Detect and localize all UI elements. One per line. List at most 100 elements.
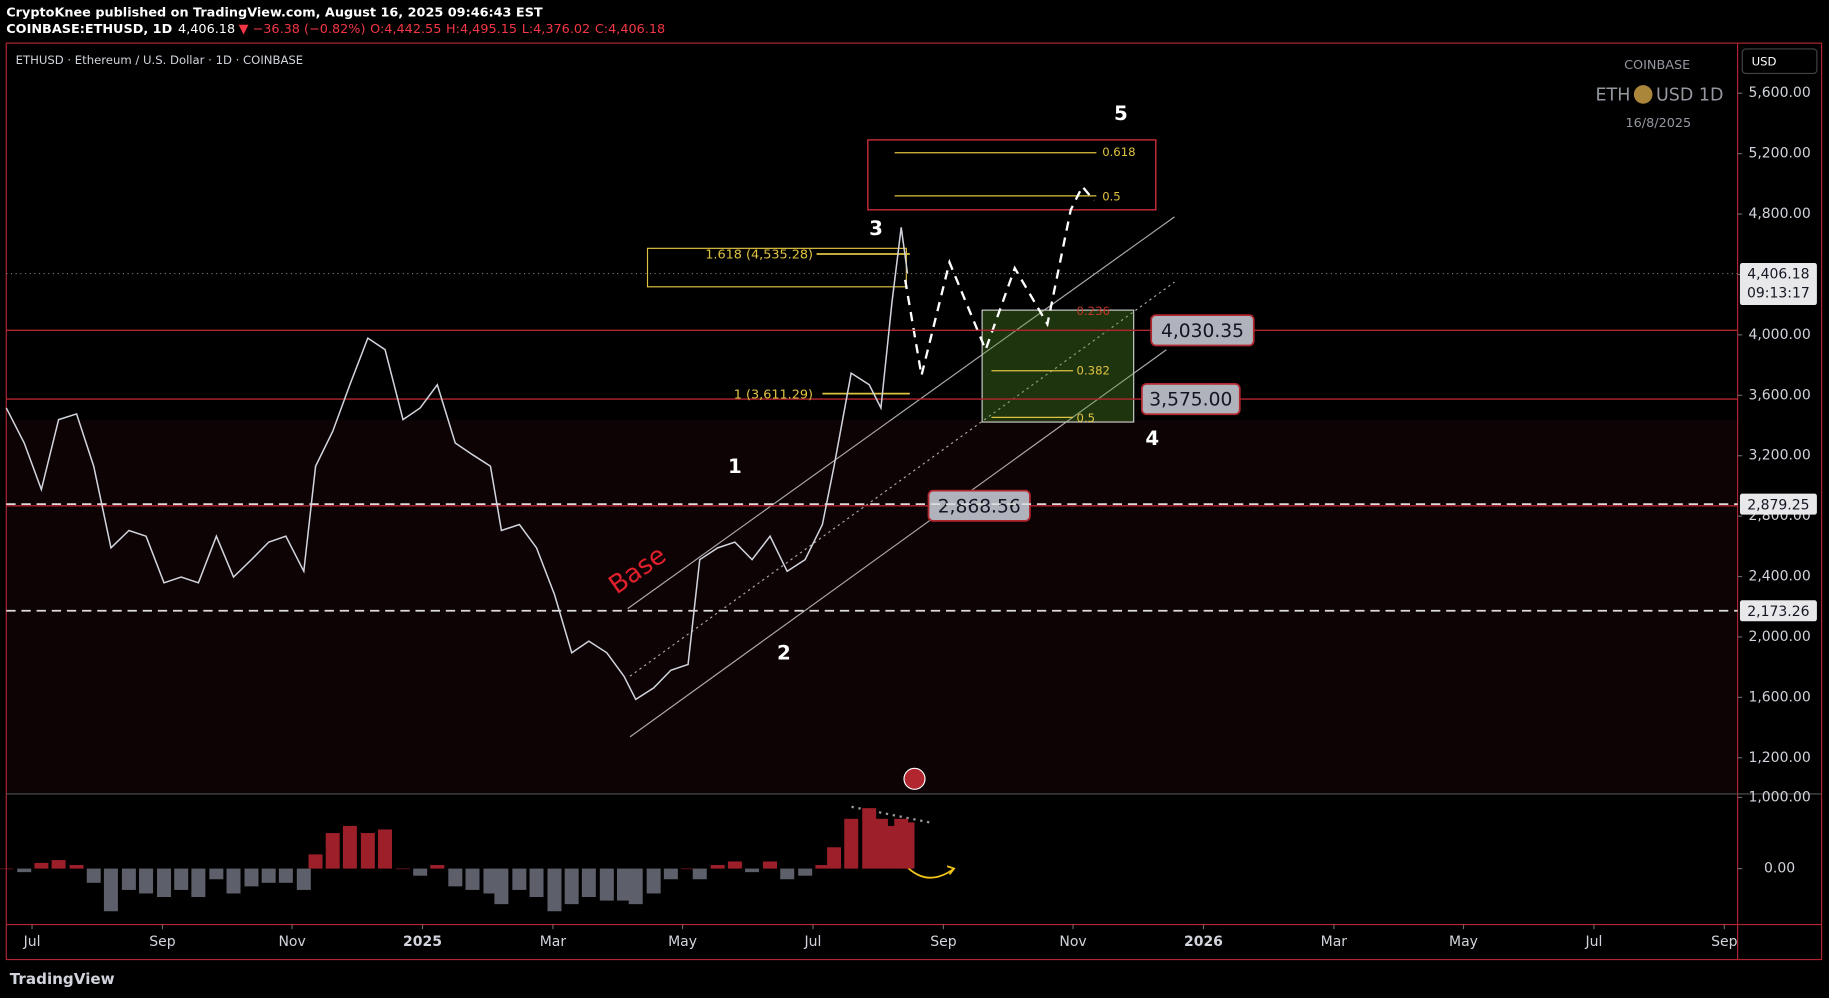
fib-ratio: 0.618 bbox=[1102, 145, 1135, 159]
price-tag-box bbox=[1739, 263, 1817, 306]
wave-label: 1 bbox=[728, 455, 742, 478]
high: H:4,495.15 bbox=[446, 22, 517, 37]
y-tick-label: 5,600.00 bbox=[1748, 85, 1810, 101]
y-tick-label: 2,000.00 bbox=[1748, 629, 1810, 645]
fib-ratio: 0.236 bbox=[1077, 304, 1110, 318]
oscillator-bar bbox=[360, 833, 375, 869]
oscillator-bar bbox=[448, 868, 463, 887]
oscillator-bar bbox=[483, 868, 498, 894]
drawings bbox=[627, 139, 1175, 879]
projection bbox=[904, 184, 1095, 376]
target-zone bbox=[867, 139, 1157, 211]
oscillator-bar bbox=[34, 862, 49, 869]
x-tick-label: Nov bbox=[278, 934, 305, 950]
oscillator-bar bbox=[0, 868, 14, 870]
close: C:4,406.18 bbox=[595, 22, 665, 37]
oscillator-bar bbox=[900, 822, 915, 869]
oscillator-bar bbox=[261, 868, 276, 883]
low: L:4,376.02 bbox=[522, 22, 591, 37]
fib-ratio: 0.5 bbox=[1077, 411, 1096, 425]
wave-label: 2 bbox=[777, 642, 791, 665]
oscillator-bar bbox=[827, 847, 842, 869]
currency-label[interactable]: USD bbox=[1752, 54, 1777, 68]
oscillator-bar bbox=[86, 868, 101, 883]
oscillator-bar bbox=[465, 868, 480, 890]
channel-lower bbox=[629, 349, 1167, 738]
y-tick-label: 1,000.00 bbox=[1748, 789, 1810, 805]
y-tick-label: 0.00 bbox=[1764, 861, 1795, 877]
oscillator-bar bbox=[763, 861, 778, 869]
oscillator-bar bbox=[727, 861, 742, 869]
x-tick-label: Sep bbox=[930, 934, 956, 950]
oscillator-bar bbox=[745, 868, 760, 873]
oscillator-bar bbox=[430, 865, 445, 869]
x-tick-label: 2026 bbox=[1184, 934, 1223, 950]
oscillator-bar bbox=[862, 808, 877, 869]
x-tick-label: Mar bbox=[1321, 934, 1348, 950]
oscillator-bar bbox=[780, 868, 795, 880]
price-tag-box bbox=[1739, 600, 1817, 622]
oscillator-bar bbox=[278, 868, 293, 883]
countdown: 09:13:17 bbox=[1747, 285, 1810, 301]
open: O:4,442.55 bbox=[370, 22, 441, 37]
oscillator-bar bbox=[308, 854, 323, 869]
fib-label: 1 (3,611.29) bbox=[734, 387, 813, 402]
wave-label: 5 bbox=[1114, 102, 1128, 125]
oscillator-bar bbox=[710, 865, 725, 869]
x-tick-label: Jul bbox=[804, 934, 822, 950]
y-tick-label: 4,000.00 bbox=[1748, 327, 1810, 343]
oscillator-bar bbox=[296, 868, 311, 890]
oscillator-bar bbox=[139, 868, 154, 894]
oscillator-bar bbox=[815, 865, 830, 869]
y-tick-label: 2,400.00 bbox=[1748, 569, 1810, 585]
y-tick-label: 4,800.00 bbox=[1748, 206, 1810, 222]
oscillator-bar bbox=[209, 868, 224, 880]
oscillator-bar bbox=[547, 868, 562, 912]
wave-label: 4 bbox=[1145, 427, 1159, 450]
oscillator-bar bbox=[51, 860, 66, 869]
x-tick-label: Sep bbox=[149, 934, 175, 950]
y-tick-label: 3,600.00 bbox=[1748, 387, 1810, 403]
price-tag-box bbox=[1739, 493, 1817, 515]
x-tick-label: Sep bbox=[1711, 934, 1737, 950]
oscillator-bar bbox=[103, 868, 118, 912]
arrow-head bbox=[946, 865, 956, 875]
y-tick-label: 5,200.00 bbox=[1748, 146, 1810, 162]
last: 4,406.18 bbox=[178, 22, 235, 37]
x-tick-label: Jul bbox=[1584, 934, 1602, 950]
oscillator-bar bbox=[174, 868, 189, 890]
level-box bbox=[1150, 314, 1255, 347]
coin-icon bbox=[1633, 85, 1653, 104]
watermark-date: 16/8/2025 bbox=[1625, 116, 1691, 131]
level-box bbox=[1140, 383, 1241, 416]
level-label: 2,868.56 bbox=[938, 496, 1021, 517]
change: ▼ −36.38 (−0.82%) bbox=[239, 22, 366, 37]
oscillator-bar bbox=[157, 868, 172, 898]
x-tick-label: Nov bbox=[1059, 934, 1086, 950]
oscillator-bar bbox=[564, 868, 579, 905]
oscillator-bar bbox=[599, 868, 614, 901]
pane-tint bbox=[6, 419, 1738, 793]
x-tick-label: 2025 bbox=[403, 934, 442, 950]
oscillator-bar bbox=[873, 818, 888, 869]
symbol: COINBASE:ETHUSD, 1D bbox=[6, 22, 172, 37]
oscillator-bar bbox=[378, 829, 393, 869]
event-icon[interactable] bbox=[903, 767, 926, 790]
price-tag: 2,879.25 bbox=[1747, 497, 1809, 513]
oscillator-bar bbox=[413, 868, 428, 876]
watermark-exchange: COINBASE bbox=[1624, 58, 1690, 73]
y-tick-label: 1,600.00 bbox=[1748, 689, 1810, 705]
oscillator-bar bbox=[191, 868, 206, 898]
oscillator-bar bbox=[844, 818, 859, 869]
currency-button[interactable] bbox=[1741, 48, 1818, 75]
footer: TradingView bbox=[10, 970, 115, 988]
watermark-quote: USD 1D bbox=[1656, 86, 1723, 106]
oscillator-bar bbox=[628, 868, 643, 905]
oscillator-bar bbox=[798, 868, 813, 876]
oscillator-bar bbox=[617, 868, 631, 901]
oscillator-bar bbox=[646, 868, 661, 894]
oscillator-bar bbox=[681, 868, 696, 870]
price-line bbox=[5, 227, 909, 701]
